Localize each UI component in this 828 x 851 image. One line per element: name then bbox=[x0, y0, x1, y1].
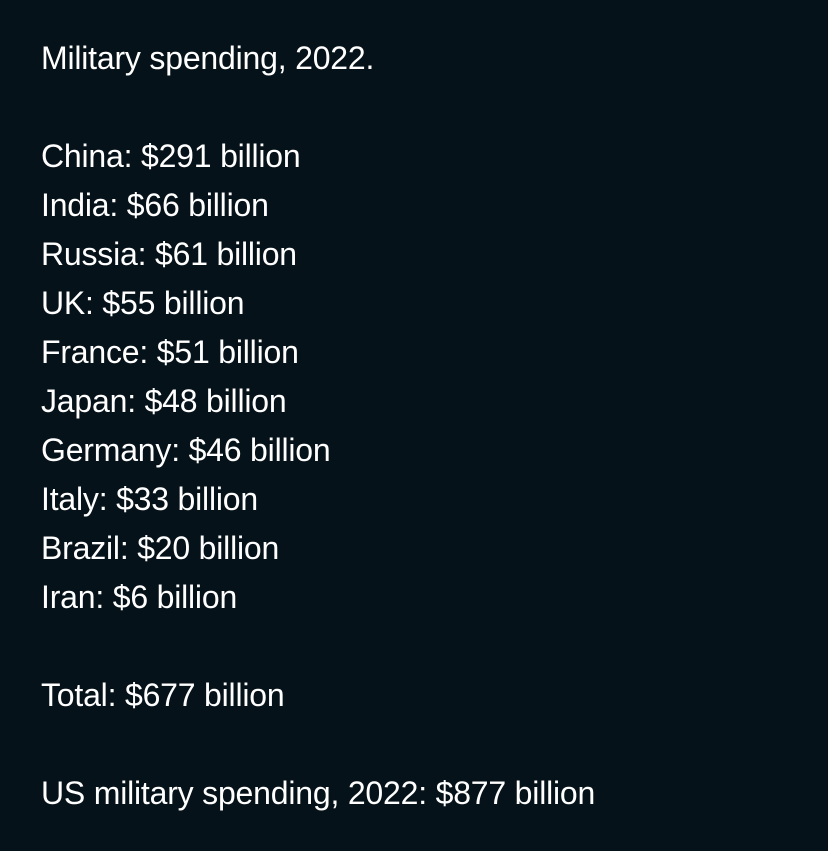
blank-line bbox=[41, 622, 801, 671]
post-text: Military spending, 2022. China: $291 bil… bbox=[41, 34, 801, 818]
country-line-india: India: $66 billion bbox=[41, 187, 269, 223]
country-line-brazil: Brazil: $20 billion bbox=[41, 530, 280, 566]
blank-line bbox=[41, 720, 801, 769]
total-line: Total: $677 billion bbox=[41, 677, 285, 713]
blank-line bbox=[41, 83, 801, 132]
country-line-japan: Japan: $48 billion bbox=[41, 383, 287, 419]
country-line-russia: Russia: $61 billion bbox=[41, 236, 297, 272]
country-line-uk: UK: $55 billion bbox=[41, 285, 245, 321]
country-line-iran: Iran: $6 billion bbox=[41, 579, 238, 615]
us-spending-line: US military spending, 2022: $877 billion bbox=[41, 775, 596, 811]
country-line-china: China: $291 billion bbox=[41, 138, 301, 174]
country-line-germany: Germany: $46 billion bbox=[41, 432, 331, 468]
post-title: Military spending, 2022. bbox=[41, 40, 375, 76]
country-line-france: France: $51 billion bbox=[41, 334, 299, 370]
country-line-italy: Italy: $33 billion bbox=[41, 481, 258, 517]
